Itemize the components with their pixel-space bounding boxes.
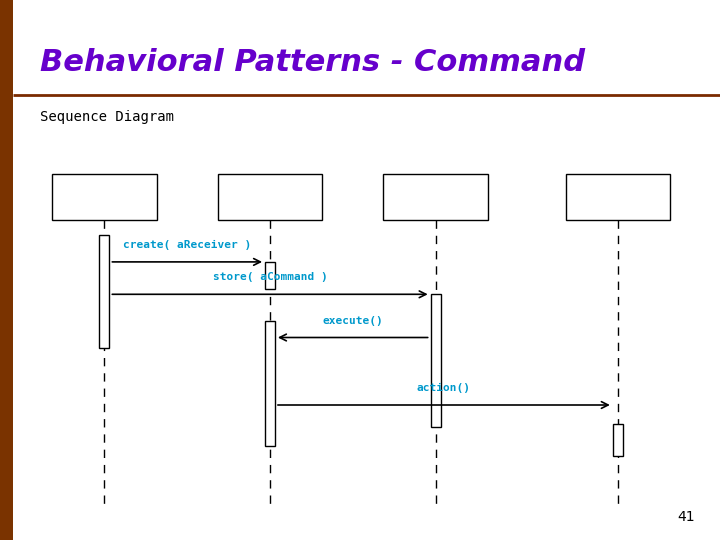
Text: Sequence Diagram: Sequence Diagram — [40, 110, 174, 124]
Bar — [99, 235, 109, 348]
Text: aCommand :
ConcreteCommand: aCommand : ConcreteCommand — [223, 186, 317, 208]
Bar — [265, 262, 275, 289]
Bar — [217, 174, 323, 220]
Text: create( aReceiver ): create( aReceiver ) — [123, 240, 251, 250]
Text: 41: 41 — [678, 510, 695, 524]
Bar — [566, 174, 670, 220]
Text: action(): action() — [417, 383, 471, 393]
Text: aReceiver: aReceiver — [590, 192, 646, 202]
Text: execute(): execute() — [323, 315, 383, 326]
Text: aClient : Client: aClient : Client — [55, 192, 154, 202]
Bar — [0, 0, 13, 540]
Text: Behavioral Patterns - Command: Behavioral Patterns - Command — [40, 48, 585, 77]
Bar — [265, 321, 275, 446]
Text: store( aCommand ): store( aCommand ) — [212, 272, 328, 282]
Bar — [52, 174, 156, 220]
Bar — [613, 424, 623, 456]
Bar — [431, 294, 441, 427]
Bar — [383, 174, 488, 220]
Text: anInvoker :
Invoker: anInvoker : Invoker — [401, 186, 470, 208]
